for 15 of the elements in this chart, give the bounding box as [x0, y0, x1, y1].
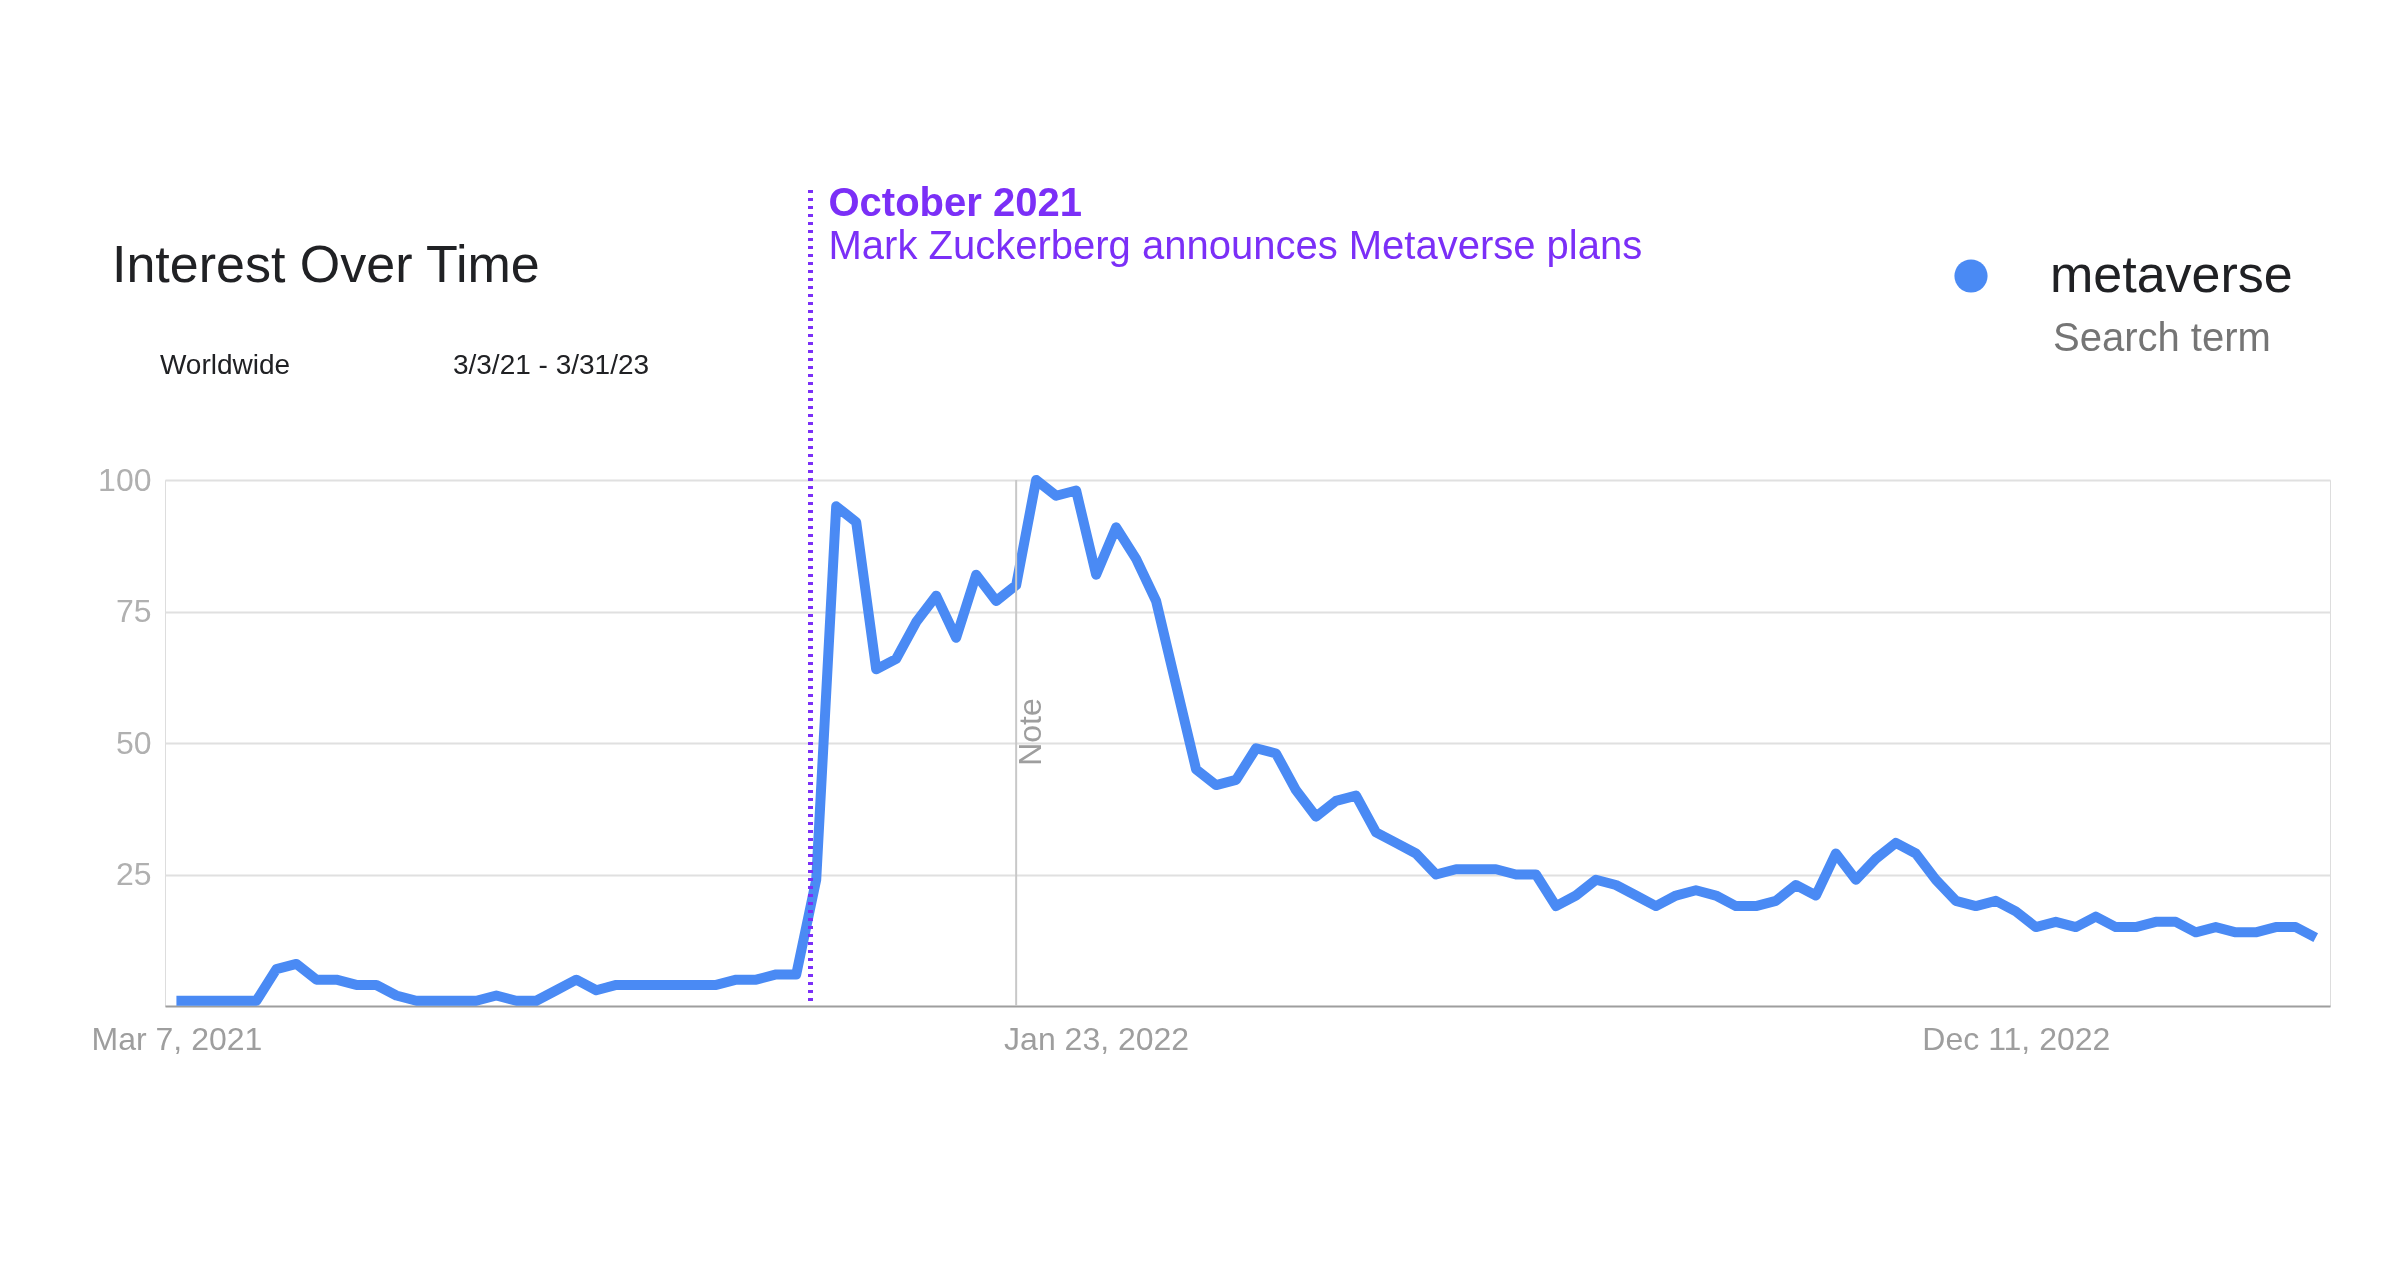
ref-line-label: Note — [1012, 698, 1049, 766]
text: 3/3/21 - 3/31/23 — [452, 349, 650, 380]
y-tick-label: 25 — [115, 856, 152, 892]
x-tick-label: Dec 11, 2022 — [1922, 1020, 2111, 1057]
text: Mark Zuckerberg announces Metaverse plans — [828, 223, 1643, 267]
legend-label: metaverse — [2050, 245, 2293, 303]
y-tick-label: 100 — [98, 461, 152, 498]
ref-line-label: October 2021 — [828, 180, 1082, 224]
legend-title: Search term — [2053, 315, 2271, 359]
chart-title: Interest Over Time — [112, 235, 540, 293]
text: Worldwide — [159, 349, 291, 380]
y-tick-label: 75 — [115, 593, 152, 629]
x-tick-label: Jan 23, 2022 — [1004, 1020, 1190, 1057]
y-tick-label: 50 — [115, 724, 152, 761]
x-tick-label: Mar 7, 2021 — [91, 1020, 263, 1057]
